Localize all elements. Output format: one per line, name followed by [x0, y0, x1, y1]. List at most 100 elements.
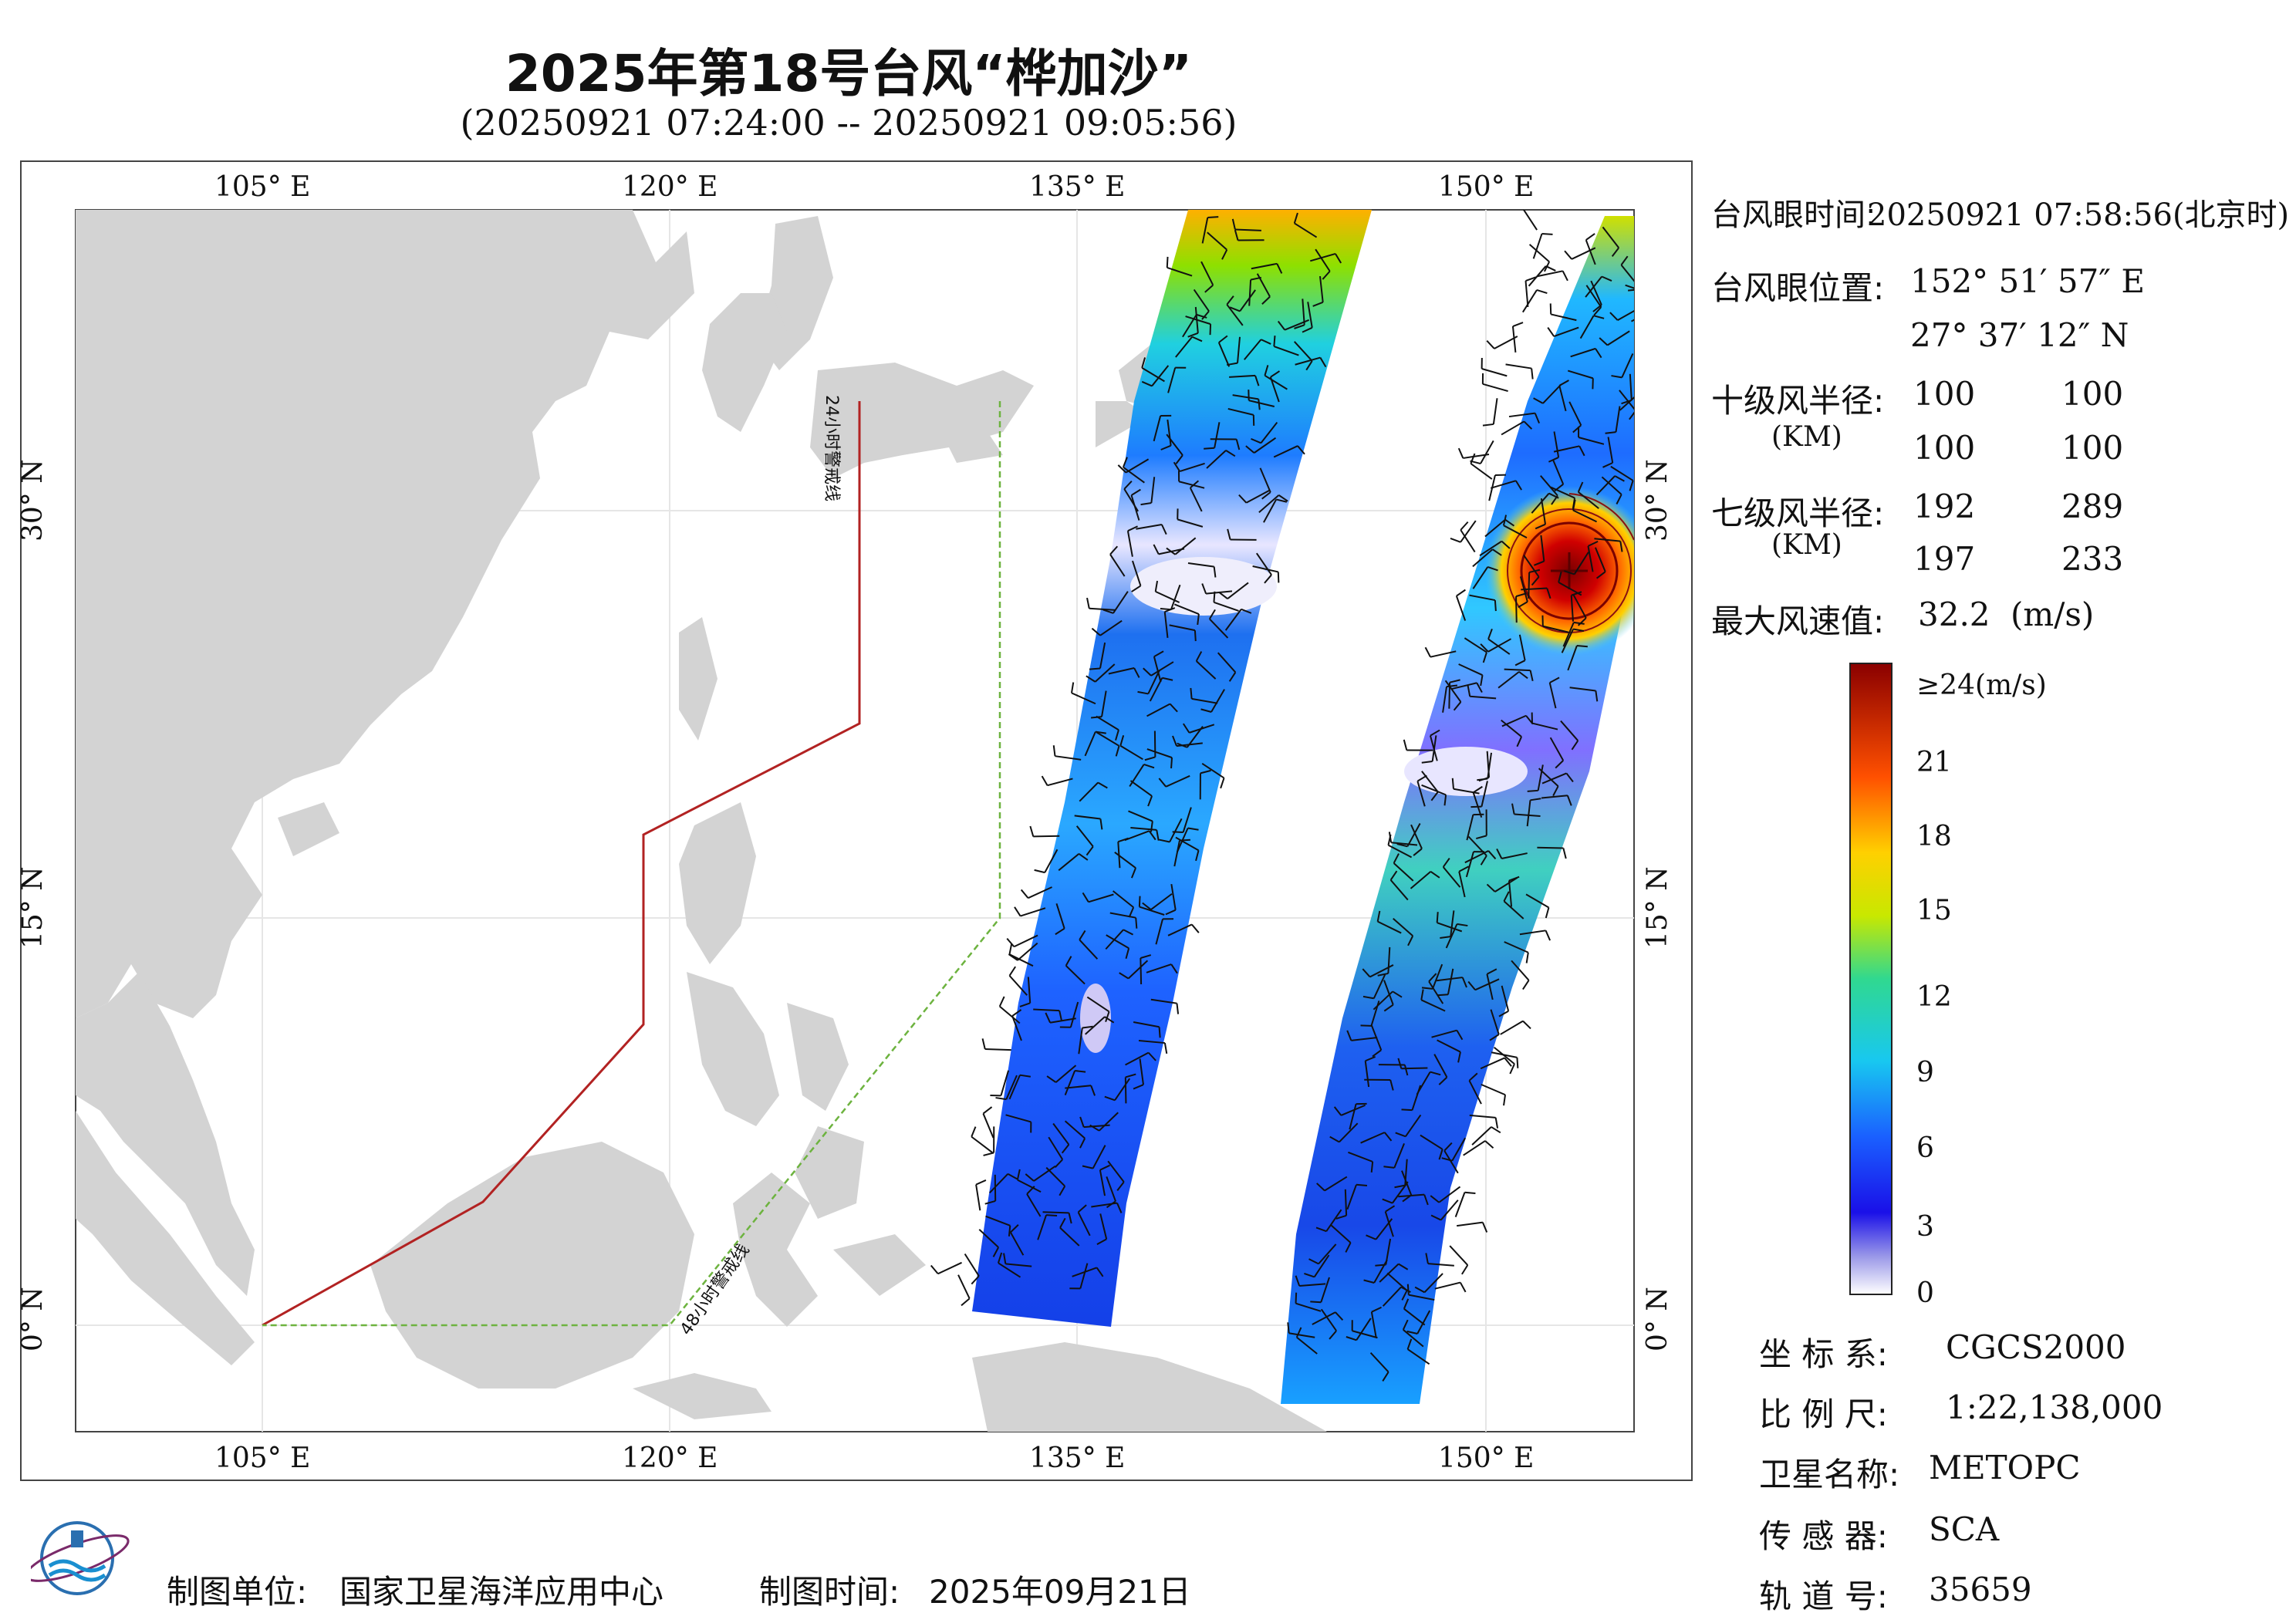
wind-barb-flag	[1362, 968, 1371, 978]
wind-barb-flag	[1614, 475, 1625, 482]
wind-barb-flag	[1054, 1159, 1063, 1169]
wind-barb	[1028, 886, 1052, 899]
wind-barb-flag	[930, 1264, 939, 1274]
wind-barb	[998, 1262, 1021, 1278]
wind-barb	[1470, 463, 1493, 480]
wind-barb-flag	[1250, 276, 1262, 281]
wind-barb-flag	[1529, 670, 1534, 681]
wind-barb-flag	[1420, 989, 1424, 1000]
wind-barb	[1155, 590, 1180, 603]
wind-barb	[1089, 607, 1116, 611]
wind-barb	[957, 1274, 971, 1299]
wind-barb	[1619, 390, 1634, 410]
wind-barb-flag	[1467, 685, 1471, 697]
orbit-value: 35659	[1929, 1571, 2032, 1608]
r10-value-sw: 100	[1913, 429, 1976, 467]
lon-top-105: 105° E	[214, 171, 311, 203]
wind-barb-flag	[1273, 336, 1276, 347]
wind-barb-flag	[1639, 393, 1649, 399]
wind-barb	[1258, 494, 1280, 513]
wind-barb-flag	[1394, 1184, 1406, 1189]
wind-barb-flag	[1511, 803, 1515, 815]
wind-barb	[1324, 1176, 1348, 1192]
wind-barb	[1119, 744, 1143, 761]
wind-barb-flag	[1045, 1012, 1052, 1024]
wind-barb-flag	[1531, 368, 1534, 380]
wind-barb	[1227, 582, 1249, 599]
wind-barb-flag	[1130, 488, 1141, 496]
wind-barb	[1636, 267, 1650, 288]
wind-barb	[985, 1215, 1011, 1227]
warning-line-48h	[262, 401, 1001, 1327]
wind-barb	[1429, 735, 1438, 761]
wind-barb-flag	[1295, 1292, 1298, 1304]
wind-barb	[1558, 385, 1567, 412]
wind-barb	[1017, 942, 1038, 961]
wind-barb-flag	[1403, 739, 1408, 751]
wind-barb	[1553, 431, 1560, 458]
wind-barb-flag	[1119, 735, 1125, 747]
wind-barb-flag	[1503, 1095, 1507, 1106]
wind-barb	[1273, 445, 1298, 458]
wind-barb	[1264, 374, 1288, 390]
lat-right-30: 30° N	[1642, 459, 1673, 542]
wind-barb	[1234, 228, 1261, 231]
wind-barb	[1259, 467, 1271, 493]
wind-barb	[1206, 450, 1227, 469]
wind-barb	[1319, 275, 1324, 302]
wind-barb	[1480, 440, 1494, 464]
wind-barb-flag	[1041, 775, 1048, 786]
wind-barb	[1173, 603, 1200, 615]
wind-barb-flag	[1522, 980, 1530, 990]
wind-barb-flag	[1383, 1166, 1395, 1169]
wind-barb	[1617, 310, 1634, 321]
wind-barb-flag	[961, 1297, 971, 1307]
wind-barb-flag	[1159, 838, 1170, 843]
wind-barb	[1391, 842, 1418, 846]
wind-barb-flag	[1552, 785, 1559, 797]
wind-barb-flag	[1577, 617, 1587, 626]
wind-barb	[1384, 1211, 1394, 1237]
wind-barb-flag	[1595, 690, 1599, 702]
wind-barb-flag	[1201, 310, 1210, 320]
wind-barb	[1207, 231, 1227, 251]
wind-barb	[1244, 339, 1262, 360]
wind-barb	[1312, 1311, 1336, 1325]
wind-barb-flag	[1329, 1330, 1337, 1340]
wind-barb-flag	[1082, 892, 1089, 903]
wind-barb-flag	[1467, 980, 1476, 990]
wind-barb	[1519, 930, 1546, 936]
wind-barb-flag	[1430, 729, 1440, 737]
wind-barb-flag	[1096, 1267, 1104, 1277]
wind-barb	[1158, 548, 1185, 555]
wind-barb	[1450, 910, 1455, 937]
wind-barb-flag	[1572, 628, 1585, 632]
wind-barb	[1440, 1200, 1459, 1221]
wind-barb	[1442, 686, 1448, 713]
wind-barb	[1505, 363, 1532, 369]
lat-left-15: 15° N	[17, 866, 49, 949]
wind-barb	[1416, 781, 1426, 807]
wind-barb-flag	[1545, 907, 1550, 919]
wind-barb-flag	[1153, 650, 1164, 658]
wind-barb	[1369, 1351, 1389, 1373]
wind-barb	[1587, 545, 1594, 572]
wind-barb	[1124, 830, 1150, 842]
wind-barb-flag	[1140, 502, 1152, 506]
wind-barb-flag	[1218, 591, 1228, 599]
wind-barb-flag	[1516, 1057, 1519, 1068]
wind-barb-flag	[1572, 499, 1576, 511]
max-wind-label: 最大风速值:	[1711, 602, 1885, 640]
wind-barb-flag	[1116, 1203, 1123, 1213]
wind-barb-flag	[1496, 849, 1503, 859]
wind-barb	[1524, 280, 1529, 308]
wind-barb	[1420, 1134, 1443, 1150]
wind-barb	[1572, 594, 1587, 619]
wind-barb-flag	[1385, 1205, 1396, 1213]
date-label: 制图时间:	[759, 1573, 900, 1611]
wind-barb-flag	[1346, 1336, 1357, 1341]
wind-barb	[1169, 818, 1183, 842]
wind-barb	[1379, 1263, 1400, 1283]
nsoas-logo-icon	[31, 1521, 130, 1595]
